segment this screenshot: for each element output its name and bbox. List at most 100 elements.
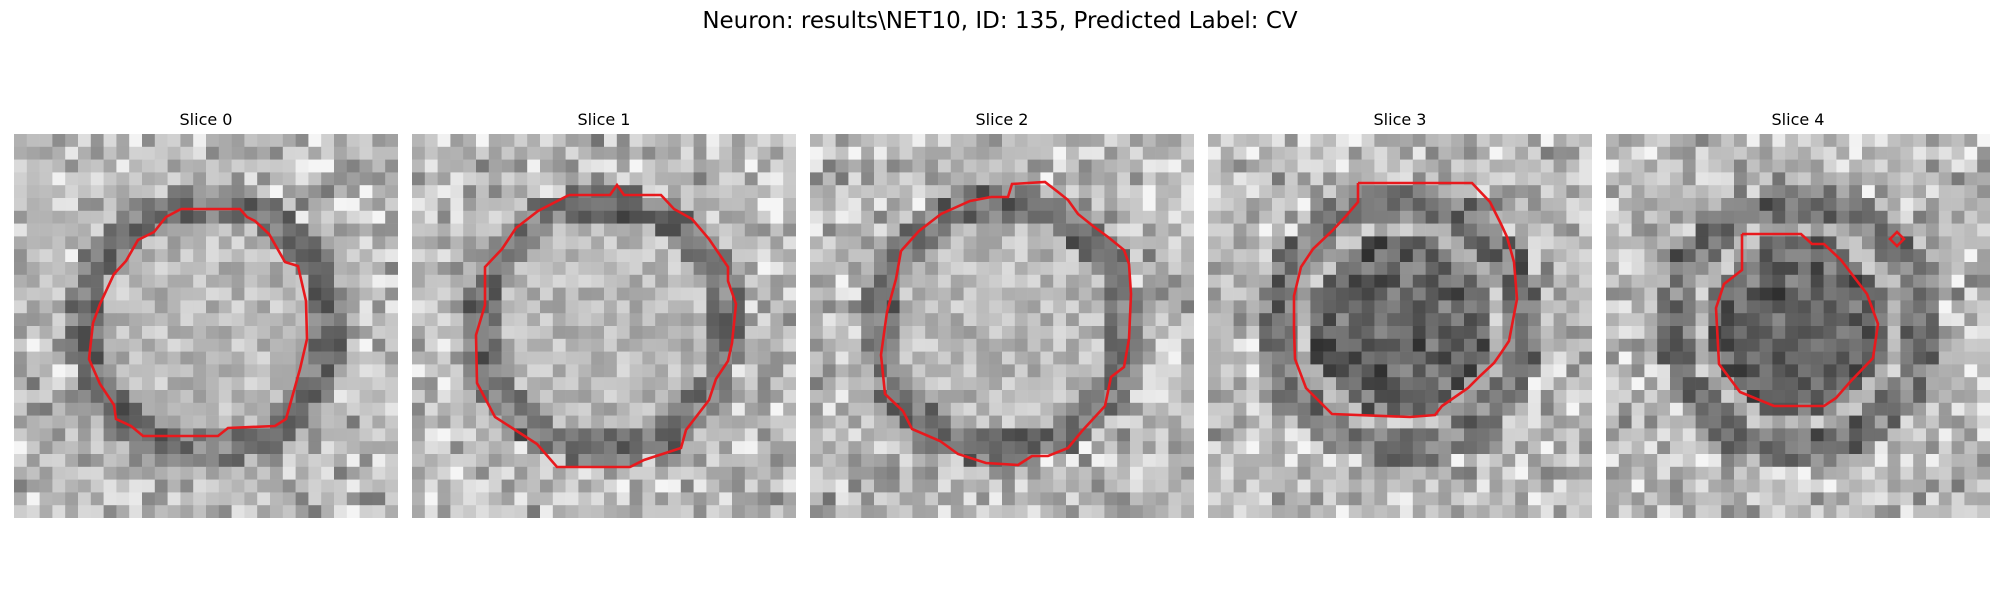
pixel (680, 351, 694, 365)
pixel (565, 223, 579, 237)
pixel (346, 377, 360, 391)
pixel (463, 313, 477, 327)
pixel (1566, 415, 1580, 429)
pixel (270, 454, 284, 468)
pixel (655, 249, 669, 263)
pixel (706, 364, 720, 378)
pixel (52, 249, 66, 263)
pixel (372, 249, 386, 263)
pixel (295, 134, 309, 148)
pixel (412, 274, 426, 288)
pixel (783, 210, 796, 224)
pixel (359, 351, 373, 365)
pixel (925, 364, 939, 378)
pixel (1117, 210, 1131, 224)
pixel (1310, 313, 1324, 327)
pixel (732, 492, 746, 506)
pixel (925, 351, 939, 365)
pixel (1464, 313, 1478, 327)
pixel (1181, 262, 1194, 276)
pixel (1014, 287, 1028, 301)
pixel (1682, 338, 1696, 352)
pixel (39, 428, 53, 442)
pixel (899, 313, 913, 327)
pixel (1785, 146, 1799, 160)
pixel (412, 287, 426, 301)
pixel (1566, 326, 1580, 340)
pixel (154, 287, 168, 301)
pixel (1284, 454, 1298, 468)
pixel (1464, 338, 1478, 352)
pixel (719, 338, 733, 352)
pixel (810, 326, 824, 340)
pixel (822, 364, 836, 378)
pixel (1489, 185, 1503, 199)
pixel (78, 390, 92, 404)
pixel (346, 492, 360, 506)
pixel (1246, 185, 1260, 199)
pixel (655, 479, 669, 493)
pixel (629, 185, 643, 199)
pixel (642, 236, 656, 250)
pixel (103, 492, 117, 506)
pixel (1618, 454, 1632, 468)
pixel (385, 313, 398, 327)
pixel (1284, 236, 1298, 250)
pixel (257, 326, 271, 340)
pixel (1374, 505, 1388, 518)
pixel (1181, 454, 1194, 468)
pixel (938, 236, 952, 250)
pixel (527, 313, 541, 327)
pixel (412, 185, 426, 199)
pixel (346, 172, 360, 186)
pixel (950, 185, 964, 199)
pixel (1926, 428, 1940, 442)
pixel (1259, 236, 1273, 250)
pixel (295, 223, 309, 237)
pixel (604, 466, 618, 480)
pixel (1849, 313, 1863, 327)
pixel (1553, 326, 1567, 340)
pixel (1066, 454, 1080, 468)
pixel (1900, 377, 1914, 391)
pixel (167, 134, 181, 148)
pixel (334, 249, 348, 263)
pixel (90, 351, 104, 365)
pixel (26, 428, 40, 442)
pixel (1964, 351, 1978, 365)
pixel (244, 198, 258, 212)
pixel (129, 326, 143, 340)
pixel (270, 364, 284, 378)
pixel (1553, 223, 1567, 237)
pixel (39, 326, 53, 340)
pixel (450, 146, 464, 160)
pixel (244, 274, 258, 288)
pixel (578, 415, 592, 429)
pixel (629, 274, 643, 288)
pixel (1579, 146, 1592, 160)
pixel (501, 210, 515, 224)
pixel (103, 134, 117, 148)
pixel (1810, 249, 1824, 263)
pixel (1734, 479, 1748, 493)
pixel (1014, 159, 1028, 173)
pixel (1387, 236, 1401, 250)
pixel (1310, 274, 1324, 288)
pixel (78, 479, 92, 493)
pixel (1772, 198, 1786, 212)
contour-slice-3 (1292, 181, 1519, 419)
pixel (1502, 351, 1516, 365)
pixel (1259, 351, 1273, 365)
pixel (848, 198, 862, 212)
pixel (476, 351, 490, 365)
pixel (1438, 326, 1452, 340)
pixel (1489, 466, 1503, 480)
pixel (848, 415, 862, 429)
pixel (116, 313, 130, 327)
pixel (1014, 198, 1028, 212)
pixel (193, 505, 207, 518)
pixel (1964, 390, 1978, 404)
pixel (450, 377, 464, 391)
pixel (193, 274, 207, 288)
pixel (1272, 428, 1286, 442)
